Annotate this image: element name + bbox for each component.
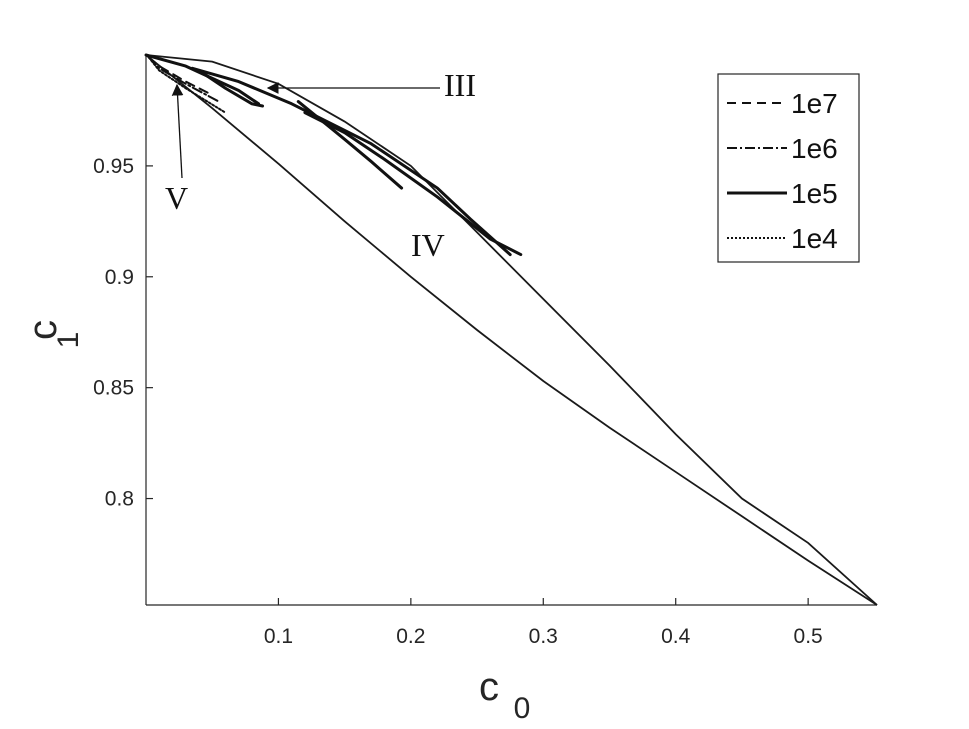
annotation-label: IV <box>411 227 445 263</box>
series-lines <box>144 53 523 257</box>
x-tick-label: 0.1 <box>264 625 293 648</box>
legend-label: 1e6 <box>791 133 838 164</box>
series-line-dashdot <box>147 56 220 103</box>
x-tick-label: 0.3 <box>529 625 558 648</box>
x-ticks: 0.1 0.2 0.3 0.4 0.5 <box>264 598 823 648</box>
x-axis-label: c <box>479 665 499 709</box>
x-tick-label: 0.5 <box>794 625 823 648</box>
annotation-arrow <box>171 83 184 179</box>
x-axis-label-sub: 0 <box>514 692 531 725</box>
legend-label: 1e4 <box>791 223 838 254</box>
y-axis-label: c <box>21 320 65 340</box>
y-tick-label: 0.9 <box>105 266 134 289</box>
series-line-solid <box>197 69 265 108</box>
y-axis-label-group: c 1 <box>21 320 85 348</box>
series-line-solid <box>303 111 523 257</box>
series-line-dashed <box>147 56 214 96</box>
series-line-solid <box>296 100 404 190</box>
legend-label: 1e7 <box>791 88 838 119</box>
y-tick-label: 0.85 <box>93 377 134 400</box>
y-ticks: 0.8 0.85 0.9 0.95 <box>93 155 153 511</box>
axes <box>145 55 877 606</box>
legend-label: 1e5 <box>791 178 838 209</box>
annotation-label: V <box>165 180 188 216</box>
boundary-upper <box>145 54 878 606</box>
y-tick-label: 0.95 <box>93 155 134 178</box>
x-tick-label: 0.2 <box>396 625 425 648</box>
x-tick-label: 0.4 <box>661 625 691 648</box>
boundary-lower <box>145 54 878 606</box>
y-axis-label-sub: 1 <box>52 332 85 349</box>
legend-box <box>717 73 860 263</box>
series-line-dotted <box>147 56 227 114</box>
annotation-label: III <box>444 67 476 103</box>
annotations: III V IV <box>165 67 476 263</box>
boundary-curves <box>145 54 878 606</box>
series-line-solid <box>190 66 512 257</box>
legend: 1e7 1e6 1e5 1e4 <box>717 73 860 263</box>
y-tick-label: 0.8 <box>105 488 134 511</box>
